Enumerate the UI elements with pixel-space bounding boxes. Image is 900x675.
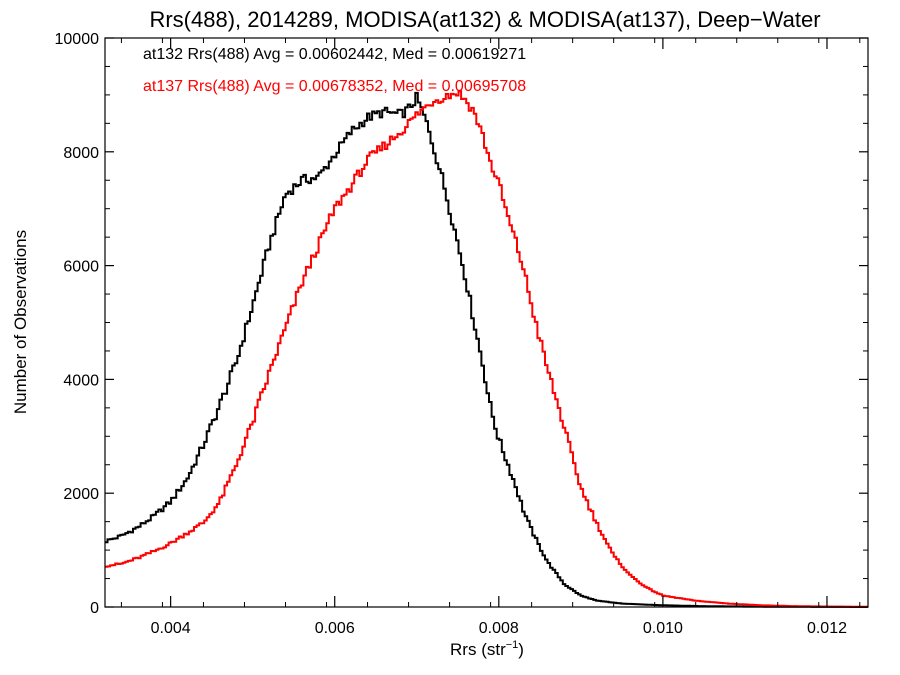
y-axis: 0 2000 4000 6000 8000 10000 [55, 31, 868, 617]
x-tick-label: 0.008 [479, 620, 519, 637]
x-axis-title-end: ) [518, 640, 524, 659]
chart-title: Rrs(488), 2014289, MODISA(at132) & MODIS… [149, 7, 820, 32]
series-layer [105, 90, 868, 608]
x-tick-label: 0.010 [643, 620, 683, 637]
x-tick-label: 0.004 [151, 620, 191, 637]
series-line-0 [105, 91, 868, 608]
x-axis: 0.004 0.006 0.008 0.010 0.012 [120, 38, 861, 637]
y-tick-label: 4000 [63, 372, 99, 389]
y-tick-label: 2000 [63, 486, 99, 503]
y-tick-label: 10000 [55, 31, 100, 48]
y-tick-label: 6000 [63, 259, 99, 276]
y-axis-title: Number of Observations [11, 230, 30, 414]
y-tick-label: 0 [90, 600, 99, 617]
annotation-at132: at132 Rrs(488) Avg = 0.00602442, Med = 0… [143, 46, 526, 63]
annotation-at137: at137 Rrs(488) Avg = 0.00678352, Med = 0… [143, 78, 526, 95]
x-axis-title-main: Rrs (str [450, 640, 506, 659]
series-line-1 [105, 90, 868, 608]
y-tick-label: 8000 [63, 145, 99, 162]
x-axis-title-sup: −1 [506, 639, 519, 651]
x-tick-label: 0.006 [315, 620, 355, 637]
x-tick-label: 0.012 [807, 620, 847, 637]
annotations: at132 Rrs(488) Avg = 0.00602442, Med = 0… [143, 46, 526, 95]
plot-frame [104, 37, 869, 608]
x-axis-title: Rrs (str−1) [450, 639, 524, 659]
